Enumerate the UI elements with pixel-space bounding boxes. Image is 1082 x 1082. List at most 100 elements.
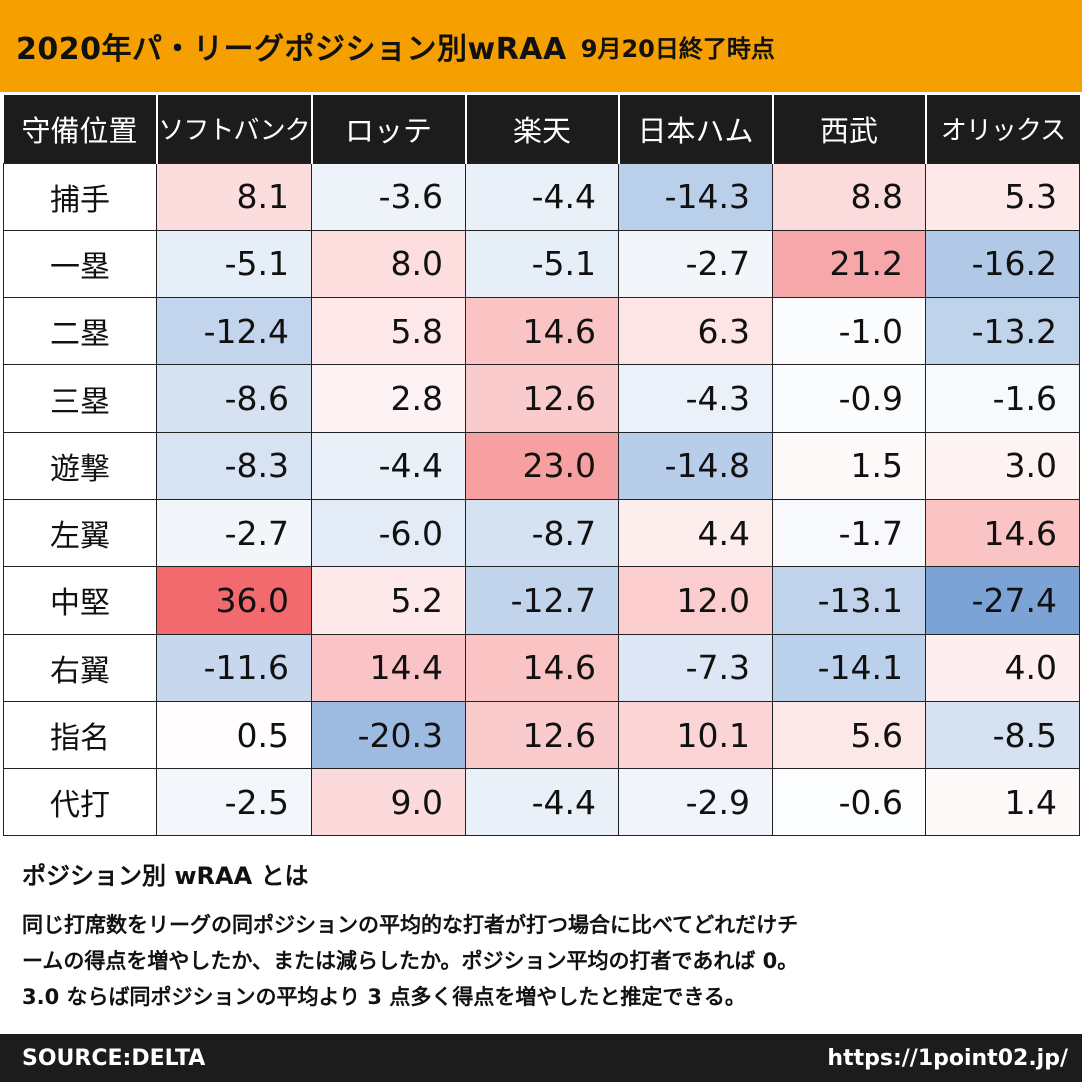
wraa-cell: -14.3: [618, 162, 773, 231]
wraa-cell: 12.6: [465, 700, 619, 770]
wraa-cell: 4.0: [925, 633, 1080, 702]
wraa-cell: 0.5: [156, 700, 312, 770]
table-body: 捕手 8.1 -3.6 -4.4 -14.3 8.8 5.3 一塁 -5.1 8.0 -5.1 -2.…: [3, 162, 1080, 837]
wraa-cell: -13.1: [772, 566, 926, 635]
row-header-position: 代打: [3, 768, 157, 837]
wraa-cell: -2.7: [618, 229, 773, 299]
wraa-cell: 12.6: [465, 364, 619, 433]
table-row: 中堅 36.0 5.2 -12.7 12.0 -13.1 -27.4: [3, 566, 1080, 635]
footer-bar: SOURCE:DELTA https://1point02.jp/: [0, 1034, 1082, 1082]
table-row: 代打 -2.5 9.0 -4.4 -2.9 -0.6 1.4: [3, 768, 1080, 837]
wraa-cell: -5.1: [156, 229, 312, 299]
wraa-cell: -16.2: [925, 229, 1080, 299]
column-header-team: ソフトバンク: [155, 95, 312, 163]
wraa-cell: -4.4: [465, 162, 619, 231]
wraa-cell: -4.4: [311, 431, 466, 500]
notes-line: ームの得点を増やしたか、または減らしたか。ポジション平均の打者であれば 0。: [22, 949, 799, 973]
table-header-row: 守備位置 ソフトバンク ロッテ 楽天 日本ハム 西武 オリックス: [3, 95, 1080, 163]
wraa-cell: 2.8: [311, 364, 466, 433]
wraa-cell: 36.0: [156, 566, 312, 635]
wraa-cell: 6.3: [618, 297, 773, 366]
wraa-cell: -8.3: [156, 431, 312, 500]
wraa-cell: -5.1: [465, 229, 619, 299]
row-header-position: 三塁: [3, 364, 157, 433]
wraa-cell: -27.4: [925, 566, 1080, 635]
notes-line: 同じ打席数をリーグの同ポジションの平均的な打者が打つ場合に比べてどれだけチ: [22, 913, 799, 937]
column-header-team: ロッテ: [310, 95, 466, 163]
notes-title: ポジション別 wRAA とは: [22, 862, 309, 890]
wraa-cell: -14.8: [618, 431, 773, 500]
wraa-cell: 5.8: [311, 297, 466, 366]
wraa-cell: -12.4: [156, 297, 312, 366]
wraa-cell: 5.3: [925, 162, 1080, 231]
wraa-cell: -2.7: [156, 498, 312, 568]
wraa-cell: -8.7: [465, 498, 619, 568]
wraa-cell: -1.0: [772, 297, 926, 366]
table-row: 捕手 8.1 -3.6 -4.4 -14.3 8.8 5.3: [3, 162, 1080, 231]
row-header-position: 二塁: [3, 297, 157, 366]
column-header-team: オリックス: [924, 95, 1080, 163]
wraa-cell: -14.1: [772, 633, 926, 702]
wraa-cell: 14.6: [465, 297, 619, 366]
row-header-position: 指名: [3, 700, 157, 770]
row-header-position: 中堅: [3, 566, 157, 635]
wraa-cell: 1.5: [772, 431, 926, 500]
title-bar: 2020年パ・リーグポジション別wRAA 9月20日終了時点: [0, 0, 1082, 92]
table-row: 二塁 -12.4 5.8 14.6 6.3 -1.0 -13.2: [3, 297, 1080, 366]
wraa-cell: -8.6: [156, 364, 312, 433]
wraa-cell: 8.0: [311, 229, 466, 299]
wraa-cell: 9.0: [311, 768, 466, 837]
row-header-position: 右翼: [3, 633, 157, 702]
table-row: 右翼 -11.6 14.4 14.6 -7.3 -14.1 4.0: [3, 633, 1080, 702]
wraa-cell: 23.0: [465, 431, 619, 500]
wraa-cell: -1.7: [772, 498, 926, 568]
wraa-cell: 14.6: [465, 633, 619, 702]
notes-line: 3.0 ならば同ポジションの平均より 3 点多く得点を増やしたと推定できる。: [22, 985, 746, 1009]
wraa-cell: -1.6: [925, 364, 1080, 433]
wraa-cell: -4.3: [618, 364, 773, 433]
wraa-cell: -8.5: [925, 700, 1080, 770]
row-header-position: 一塁: [3, 229, 157, 299]
notes-section: ポジション別 wRAA とは 同じ打席数をリーグの同ポジションの平均的な打者が打…: [22, 856, 1072, 1015]
wraa-cell: -0.6: [772, 768, 926, 837]
wraa-cell: 8.8: [772, 162, 926, 231]
wraa-cell: 8.1: [156, 162, 312, 231]
wraa-cell: 12.0: [618, 566, 773, 635]
source-label: SOURCE:DELTA: [22, 1045, 206, 1071]
row-header-position: 捕手: [3, 162, 157, 231]
column-header-position: 守備位置: [3, 95, 157, 163]
source-url: https://1point02.jp/: [827, 1045, 1068, 1071]
wraa-cell: 5.2: [311, 566, 466, 635]
chart-title: 2020年パ・リーグポジション別wRAA: [16, 32, 567, 67]
wraa-cell: -20.3: [311, 700, 466, 770]
wraa-cell: 4.4: [618, 498, 773, 568]
wraa-cell: -6.0: [311, 498, 466, 568]
wraa-cell: 21.2: [772, 229, 926, 299]
notes-body: 同じ打席数をリーグの同ポジションの平均的な打者が打つ場合に比べてどれだけチ ーム…: [22, 907, 1072, 1015]
wraa-table: 守備位置 ソフトバンク ロッテ 楽天 日本ハム 西武 オリックス 捕手 8.1 -3…: [3, 95, 1080, 837]
wraa-cell: -4.4: [465, 768, 619, 837]
wraa-cell: -7.3: [618, 633, 773, 702]
wraa-cell: 14.4: [311, 633, 466, 702]
wraa-cell: -3.6: [311, 162, 466, 231]
chart-subtitle: 9月20日終了時点: [580, 34, 775, 63]
table-row: 三塁 -8.6 2.8 12.6 -4.3 -0.9 -1.6: [3, 364, 1080, 433]
wraa-cell: 14.6: [925, 498, 1080, 568]
table-row: 遊撃 -8.3 -4.4 23.0 -14.8 1.5 3.0: [3, 431, 1080, 500]
wraa-cell: 5.6: [772, 700, 926, 770]
wraa-cell: 10.1: [618, 700, 773, 770]
column-header-team: 日本ハム: [617, 95, 773, 163]
table-row: 指名 0.5 -20.3 12.6 10.1 5.6 -8.5: [3, 700, 1080, 770]
wraa-cell: -12.7: [465, 566, 619, 635]
table-row: 左翼 -2.7 -6.0 -8.7 4.4 -1.7 14.6: [3, 498, 1080, 568]
column-header-team: 西武: [771, 95, 926, 163]
wraa-cell: -0.9: [772, 364, 926, 433]
wraa-cell: -11.6: [156, 633, 312, 702]
column-header-team: 楽天: [464, 95, 619, 163]
wraa-cell: -2.9: [618, 768, 773, 837]
table-row: 一塁 -5.1 8.0 -5.1 -2.7 21.2 -16.2: [3, 229, 1080, 299]
wraa-cell: -13.2: [925, 297, 1080, 366]
wraa-cell: 1.4: [925, 768, 1080, 837]
row-header-position: 左翼: [3, 498, 157, 568]
row-header-position: 遊撃: [3, 431, 157, 500]
